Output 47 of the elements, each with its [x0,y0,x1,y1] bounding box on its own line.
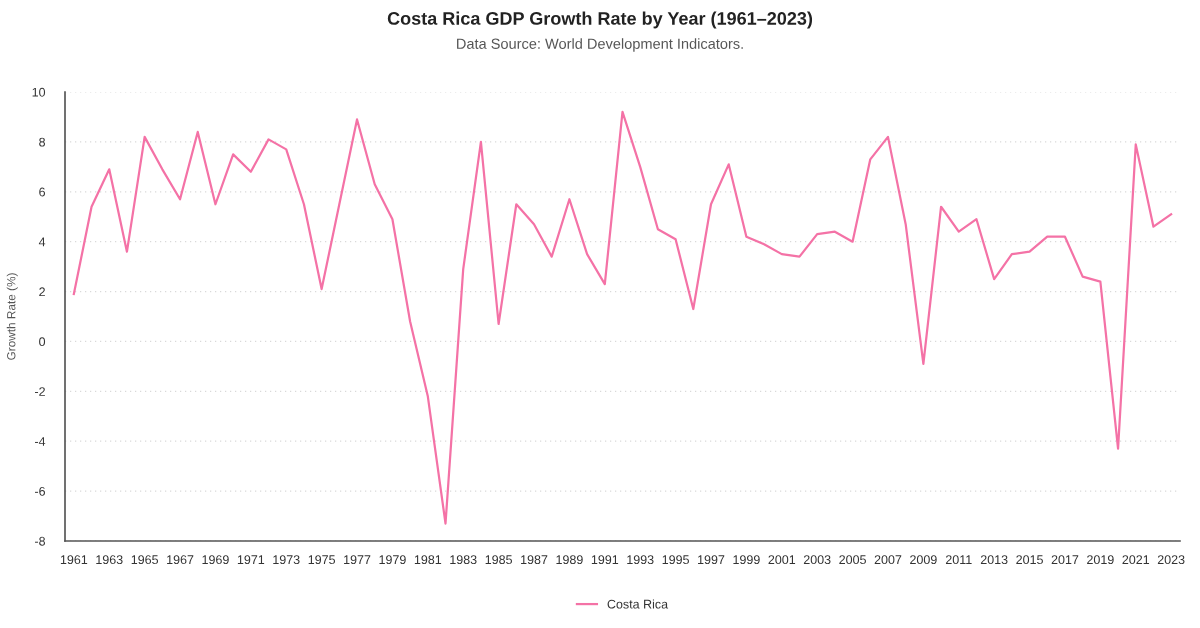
legend-label: Costa Rica [607,599,669,609]
x-tick-label: 1999 [733,555,760,565]
y-tick-label: 4 [38,237,46,247]
y-axis-title: Growth Rate (%) [6,273,18,360]
x-tick-label: 1975 [308,555,336,565]
x-tick-label: 1967 [167,555,194,565]
x-tick-label: 2015 [1016,555,1043,565]
y-tick-label: -8 [35,536,46,546]
y-tick-label: -4 [35,437,46,446]
x-tick-label: 2021 [1122,555,1150,565]
x-tick-label: 1987 [521,555,548,565]
x-tick-label: 1973 [273,555,300,565]
line-series [72,110,1173,525]
x-tick-label: 1971 [237,555,265,565]
x-tick-label: 1989 [556,555,583,565]
x-tick-label: 1965 [131,555,159,565]
y-tick-label: 10 [32,87,46,97]
x-tick-label: 2023 [1157,555,1185,565]
x-tick-label: 1961 [60,555,88,565]
chart-title: Costa Rica GDP Growth Rate by Year (1961–2023) [387,11,813,29]
x-tick-label: 1995 [662,555,689,565]
y-tick-label: -2 [35,387,45,396]
x-tick-label: 2009 [910,555,937,565]
x-tick-label: 1979 [379,555,406,565]
x-tick-label: 1993 [627,555,654,565]
chart-subtitle: Data Source: World Development Indicators. [457,38,743,52]
y-tick-label: 6 [39,187,46,197]
y-tick-label: -6 [35,486,46,496]
x-tick-label: 1983 [450,555,477,565]
y-tick-label: 2 [39,287,45,297]
x-tick-label: 2011 [945,555,972,565]
x-tick-label: 1969 [202,555,229,565]
y-tick-label: 0 [39,337,46,347]
x-tick-label: 2005 [839,555,866,565]
x-tick-label: 2001 [768,555,796,565]
x-tick-label: 1985 [485,555,512,565]
x-tick-label: 2007 [874,555,902,565]
x-tick-label: 2019 [1087,555,1114,565]
x-tick-label: 1977 [344,555,371,565]
x-tick-label: 2003 [803,555,831,565]
y-tick-label: 8 [39,137,46,147]
x-tick-label: 1997 [698,555,725,565]
x-tick-label: 1963 [96,555,123,565]
x-tick-label: 2013 [980,555,1008,565]
x-tick-label: 2017 [1051,555,1079,565]
x-tick-label: 1981 [414,555,442,565]
x-tick-label: 1991 [591,555,619,565]
